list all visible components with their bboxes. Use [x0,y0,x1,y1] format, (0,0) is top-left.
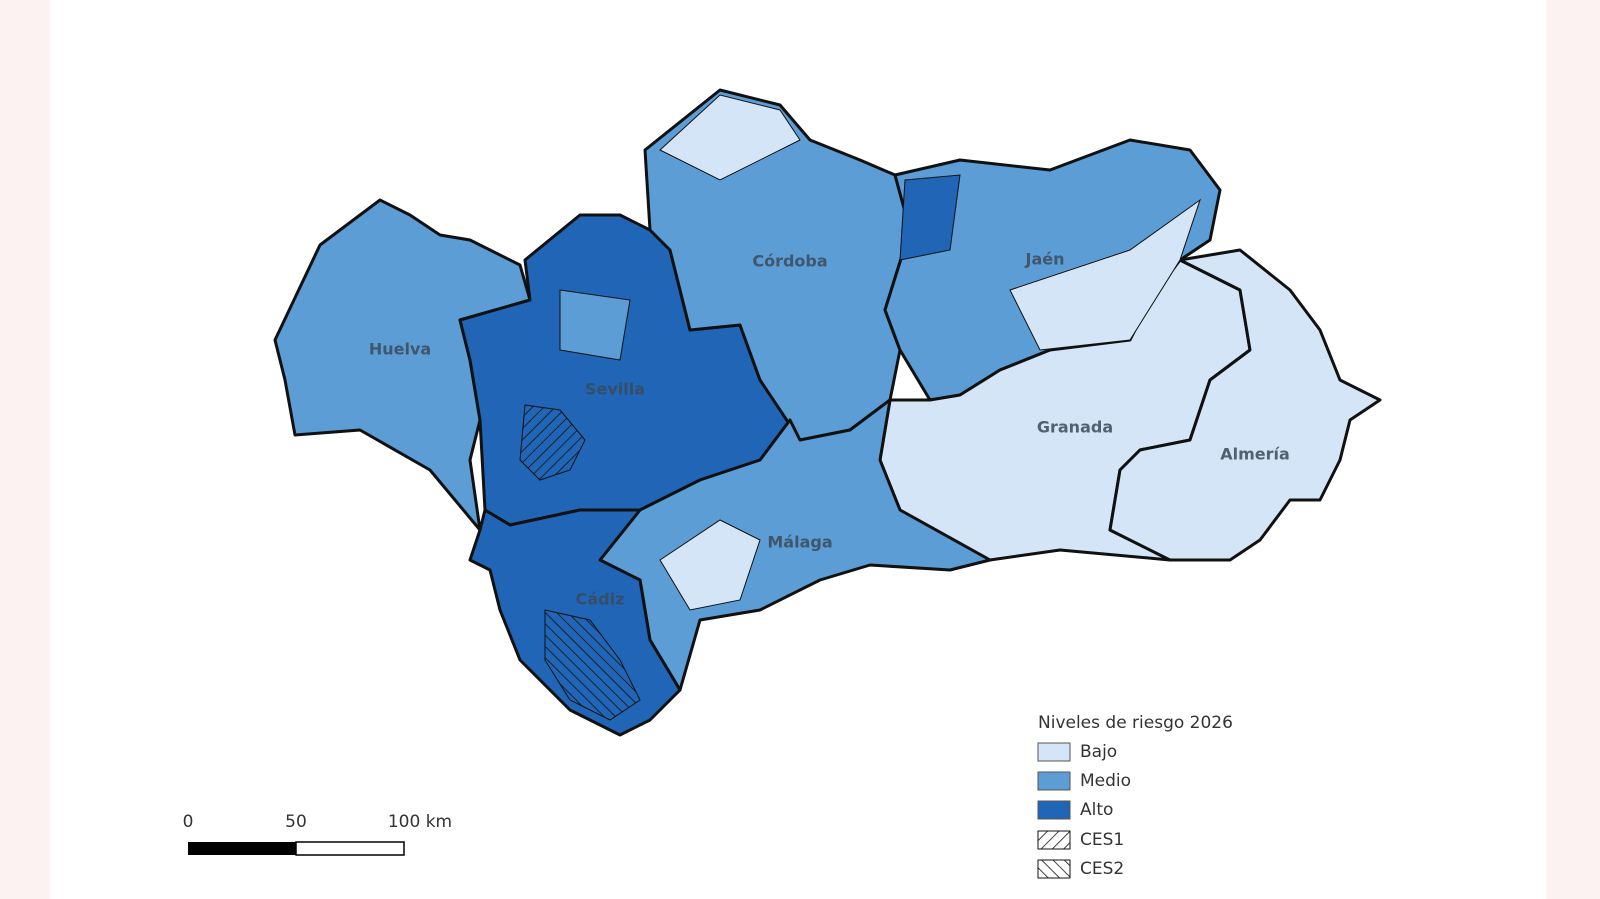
legend-title: Niveles de riesgo 2026 [1038,713,1233,733]
legend: Niveles de riesgo 2026 Bajo Medio Alto C… [1037,713,1233,879]
province-labels: Huelva Sevilla Córdoba Jaén Granada Alme… [369,250,1290,609]
legend-swatch [1037,800,1071,820]
province-label: Córdoba [752,252,827,271]
province-label: Huelva [369,340,431,359]
province-label: Almería [1220,445,1290,464]
provinces [273,88,1382,737]
scale-segment [295,841,405,856]
scale-label: 100 km [388,812,452,832]
scale-label: 50 [285,812,307,832]
province-label: Granada [1037,418,1113,437]
bajo-patch [659,519,761,611]
legend-label: Alto [1080,800,1113,820]
scale-label: 0 [183,812,194,832]
legend-label: Medio [1080,771,1131,791]
province-almeria [1108,248,1382,562]
alto-patch [899,174,961,261]
legend-swatch [1037,771,1071,791]
province-label: Jaén [1025,250,1065,269]
scale-bar: 0 50 100 km [183,812,452,856]
medio-patch [559,289,631,361]
province-label: Cádiz [576,590,625,609]
legend-swatch [1037,859,1071,879]
province-label: Málaga [767,533,832,552]
legend-swatch [1037,830,1071,850]
bajo-patch [659,94,801,181]
scale-segment [188,842,296,855]
legend-label: CES2 [1080,859,1124,879]
ces1-area [519,404,586,481]
legend-swatch [1037,742,1071,762]
province-label: Sevilla [585,380,645,399]
legend-label: CES1 [1080,830,1124,850]
ces2-area [544,609,641,721]
bajo-patch [1009,198,1201,351]
legend-label: Bajo [1080,742,1117,762]
